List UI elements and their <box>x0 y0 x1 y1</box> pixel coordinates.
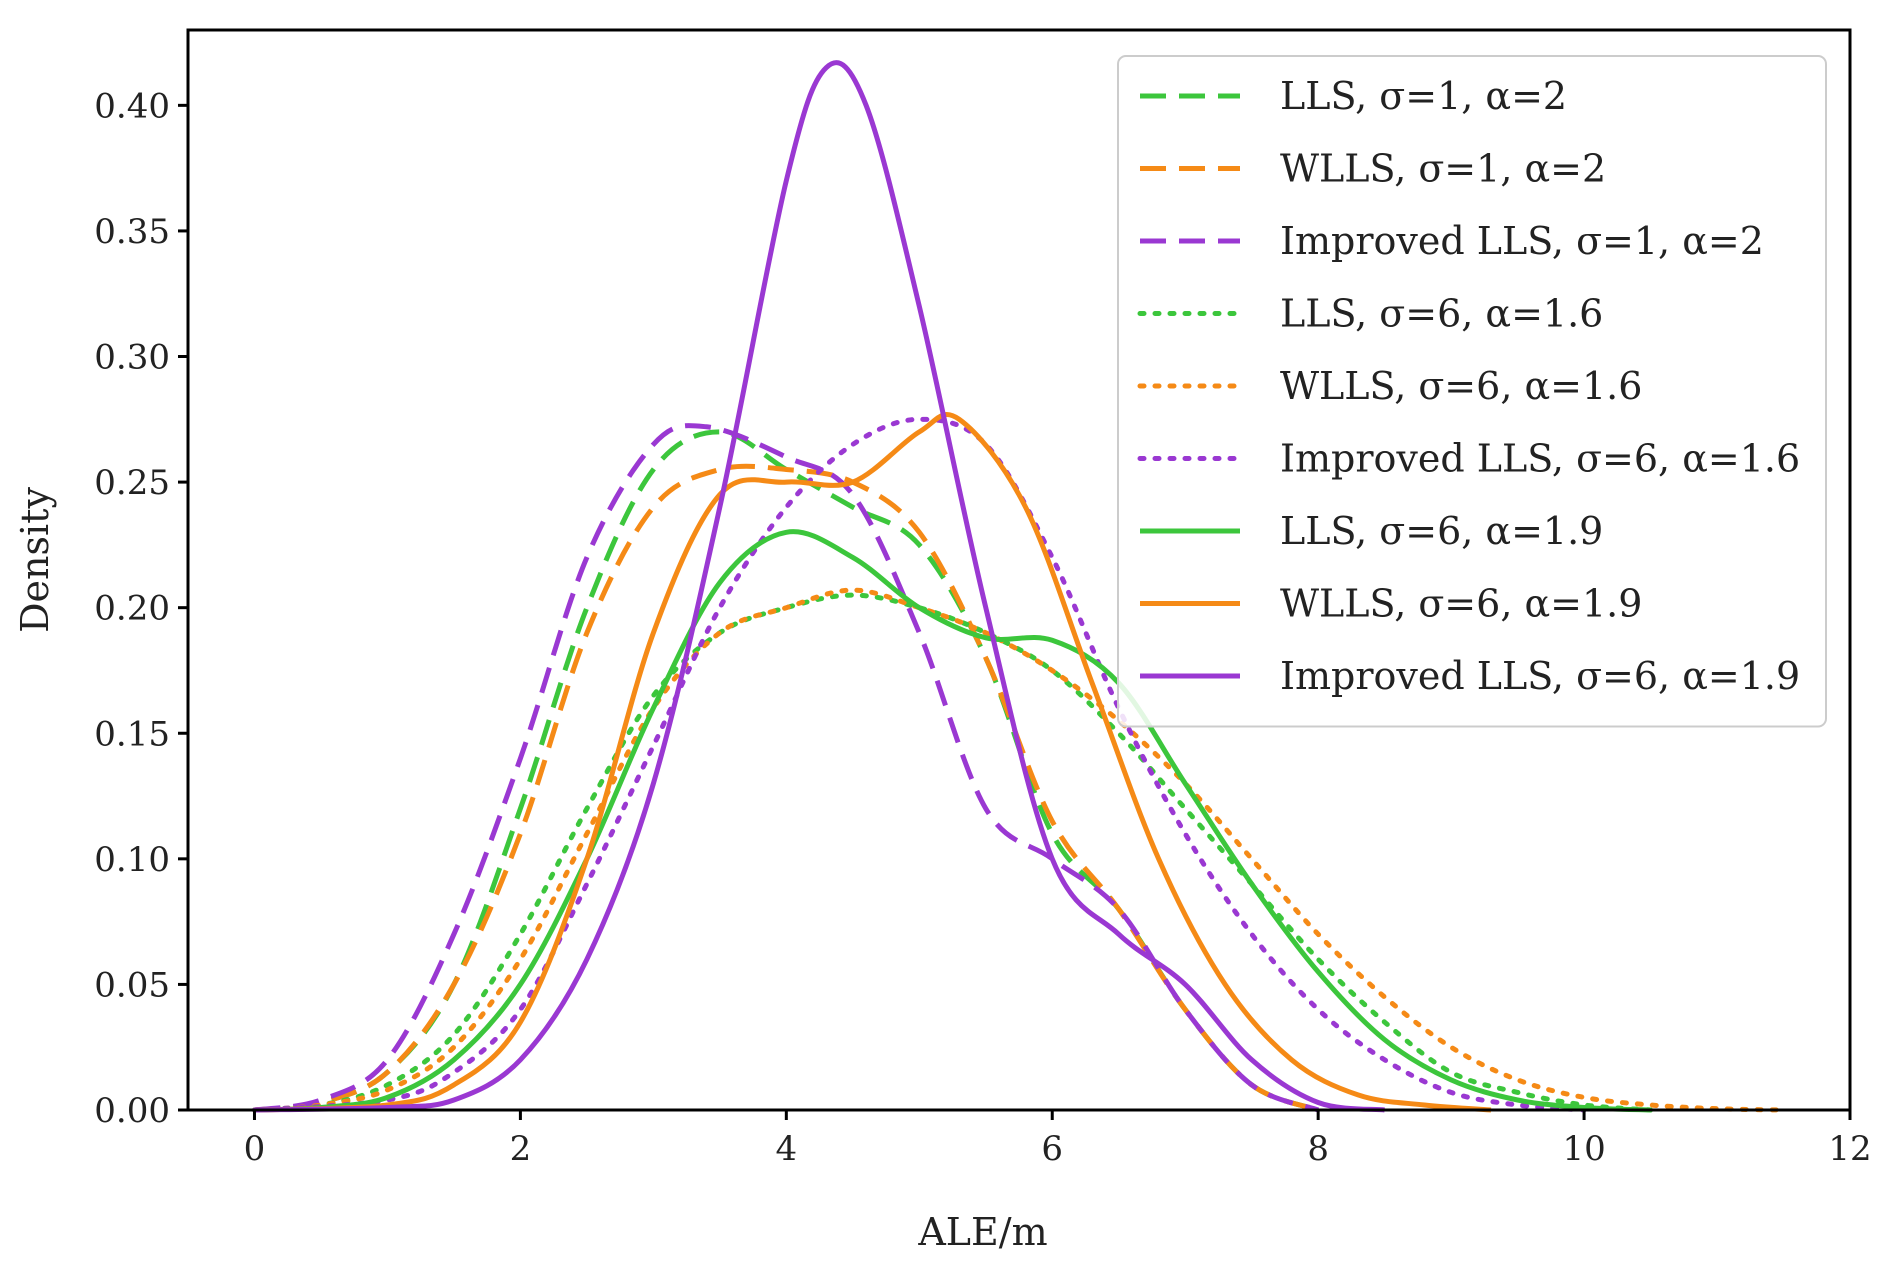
series-line-8 <box>254 411 1492 1113</box>
x-tick-label: 12 <box>1828 1129 1871 1169</box>
series-curves <box>252 60 1786 1113</box>
y-tick-label: 0.10 <box>94 840 170 880</box>
plot-frame <box>186 28 1852 1112</box>
y-tick-label: 0.40 <box>94 86 170 126</box>
x-tick-label: 6 <box>1041 1129 1063 1169</box>
x-tick-label: 8 <box>1307 1129 1329 1169</box>
axes: 0 2 4 6 8 10 12 0.00 0.05 0.10 0.15 0.20 0.25 0.30 0.3… <box>94 28 1872 1169</box>
legend-label-4: LLS, σ=6, α=1.6 <box>1280 292 1603 336</box>
legend-label-8: WLLS, σ=6, α=1.9 <box>1280 582 1642 626</box>
series-line-5 <box>252 587 1786 1113</box>
series-line-3 <box>254 423 1320 1113</box>
y-tick-label: 0.20 <box>94 589 170 629</box>
legend-label-2: WLLS, σ=1, α=2 <box>1280 147 1606 191</box>
y-tick-label: 0.35 <box>94 212 170 252</box>
x-tick-label: 4 <box>775 1129 797 1169</box>
legend-label-6: Improved LLS, σ=6, α=1.6 <box>1280 437 1800 481</box>
y-tick-label: 0.05 <box>94 965 170 1005</box>
y-tick-label: 0.25 <box>94 463 170 503</box>
x-tick-label: 0 <box>244 1129 266 1169</box>
series-line-9 <box>254 60 1385 1113</box>
x-tick-label: 2 <box>510 1129 532 1169</box>
x-tick-label: 10 <box>1562 1129 1605 1169</box>
y-axis-label: Density <box>13 487 57 633</box>
y-tick-label: 0.30 <box>94 338 170 378</box>
series-line-6 <box>252 416 1587 1113</box>
series-line-2 <box>254 463 1320 1113</box>
legend-label-9: Improved LLS, σ=6, α=1.9 <box>1280 654 1800 698</box>
y-tick-label: 0.00 <box>94 1091 170 1131</box>
legend: LLS, σ=1, α=2 WLLS, σ=1, α=2 Improved LLS,… <box>1117 55 1827 728</box>
series-line-7 <box>254 529 1651 1113</box>
legend-label-1: LLS, σ=1, α=2 <box>1280 74 1567 118</box>
y-tick-label: 0.15 <box>94 714 170 754</box>
legend-label-5: WLLS, σ=6, α=1.6 <box>1280 364 1642 408</box>
legend-label-7: LLS, σ=6, α=1.9 <box>1280 509 1603 553</box>
x-axis-label: ALE/m <box>917 1210 1047 1254</box>
legend-label-3: Improved LLS, σ=1, α=2 <box>1280 219 1764 263</box>
legend-box <box>1117 55 1827 728</box>
